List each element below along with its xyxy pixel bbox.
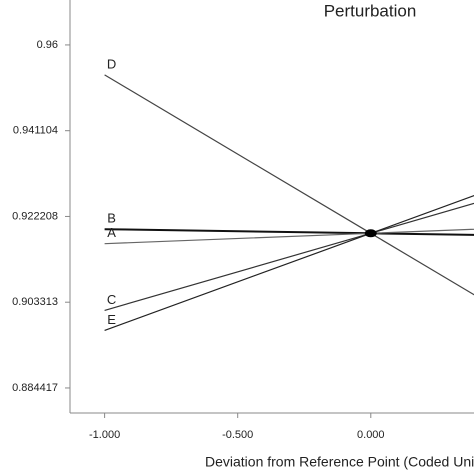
x-tick-label: -1.000 (89, 429, 120, 441)
y-tick-label: 0.922208 (12, 210, 58, 222)
y-tick-label: 0.941104 (13, 125, 58, 137)
y-tick-label: 0.884417 (12, 382, 58, 394)
y-tick-label: 0.96 (37, 39, 58, 51)
series-label: C (107, 292, 116, 307)
series-label: D (107, 56, 116, 71)
chart-title: Perturbation (324, 1, 417, 20)
x-tick-label: -0.500 (222, 429, 253, 441)
x-tick-label: 0.000 (357, 429, 385, 441)
x-axis-title: Deviation from Reference Point (Coded Un… (205, 454, 474, 470)
y-tick-label: 0.903313 (12, 296, 58, 308)
series-label: A (107, 225, 116, 240)
reference-point (364, 229, 377, 238)
series-label: B (107, 211, 116, 226)
series-label: E (107, 312, 116, 327)
